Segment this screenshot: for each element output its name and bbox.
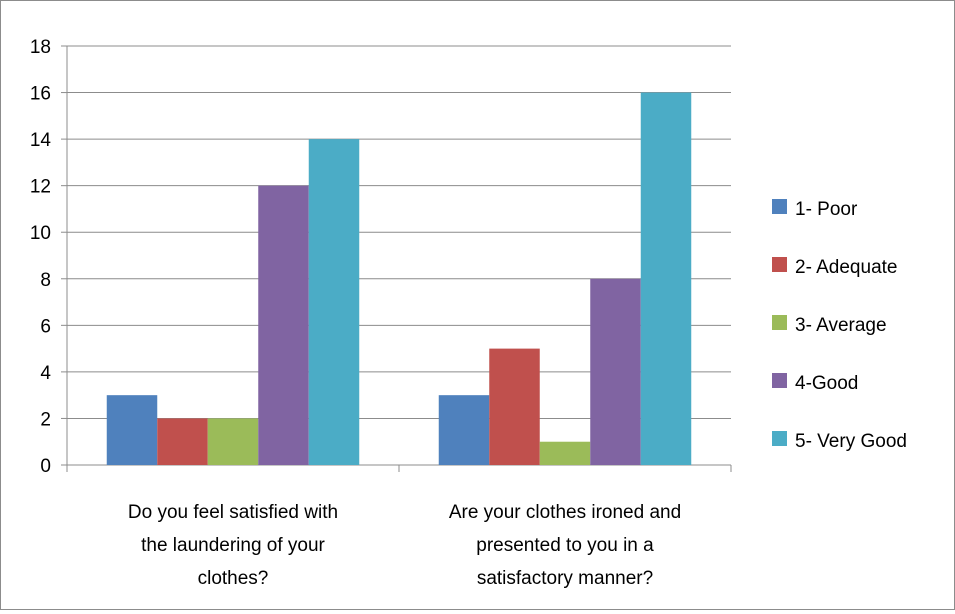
y-tick-label: 4	[40, 363, 51, 384]
bar	[207, 418, 259, 465]
x-category-label: Are your clothes ironed and	[449, 502, 681, 523]
legend-swatch	[772, 199, 787, 214]
y-tick-label: 8	[40, 270, 51, 291]
y-tick-label: 14	[30, 130, 52, 151]
legend-swatch	[772, 315, 787, 330]
y-tick-label: 16	[30, 84, 51, 105]
legend-swatch	[772, 431, 787, 446]
bar	[590, 278, 641, 465]
x-category-label: Do you feel satisfied with	[128, 502, 338, 523]
y-tick-label: 2	[40, 409, 51, 430]
bar	[308, 139, 360, 465]
y-tick-label: 0	[40, 456, 51, 477]
bar	[258, 185, 309, 465]
bar	[438, 395, 490, 465]
bar	[489, 348, 540, 465]
legend-label: 2- Adequate	[795, 257, 897, 278]
y-tick-label: 18	[30, 37, 51, 58]
y-tick-label: 12	[30, 177, 51, 198]
y-tick-label: 6	[40, 316, 51, 337]
x-category-label: presented to you in a	[476, 535, 654, 556]
bar	[539, 441, 591, 465]
legend-label: 1- Poor	[795, 199, 858, 220]
y-tick-label: 10	[30, 223, 51, 244]
legend-label: 4-Good	[795, 373, 858, 394]
x-category-label: the laundering of your	[141, 535, 325, 556]
legend-label: 5- Very Good	[795, 431, 907, 452]
x-category-label: clothes?	[198, 568, 269, 589]
x-category-label: satisfactory manner?	[477, 568, 653, 589]
legend-swatch	[772, 373, 787, 388]
legend-swatch	[772, 257, 787, 272]
bar	[157, 418, 208, 465]
bar	[106, 395, 158, 465]
legend-label: 3- Average	[795, 315, 887, 336]
bar	[640, 92, 692, 466]
